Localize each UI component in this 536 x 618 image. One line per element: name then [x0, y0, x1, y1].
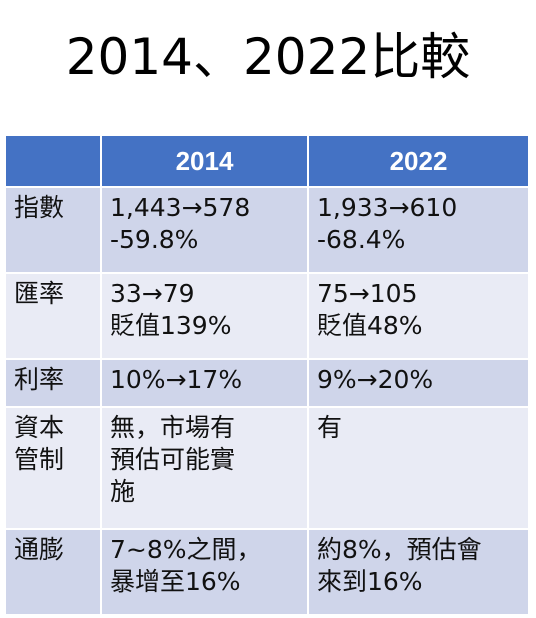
row-label-index: 指數 — [4, 186, 102, 274]
cell-inflation-2022: 約8%，預估會 來到16% — [307, 528, 530, 616]
row-label-capital-control: 資本 管制 — [4, 406, 102, 530]
table-row-inflation: 通膨 7~8%之間， 暴增至16% 約8%，預估會 來到16% — [4, 528, 530, 616]
cell-line: 9%→20% — [317, 365, 434, 394]
cell-capital-control-2022: 有 — [307, 406, 530, 530]
cell-line: 來到16% — [317, 567, 423, 596]
cell-line: 75→105 — [317, 279, 418, 308]
cell-line: 1,933→610 — [317, 193, 458, 222]
cell-line: 1,443→578 — [110, 193, 251, 222]
cell-line: -68.4% — [317, 225, 406, 254]
table-row-exchange-rate: 匯率 33→79 貶值139% 75→105 貶值48% — [4, 272, 530, 360]
cell-index-2014: 1,443→578 -59.8% — [100, 186, 309, 274]
cell-capital-control-2014: 無，市場有 預估可能實 施 — [100, 406, 309, 530]
cell-line: 約8%，預估會 — [317, 535, 482, 564]
table-header-row: 2014 2022 — [4, 134, 530, 188]
cell-line: 預估可能實 — [110, 445, 236, 474]
cell-line: 暴增至16% — [110, 567, 241, 596]
cell-line: 貶值139% — [110, 311, 232, 340]
row-label-interest-rate: 利率 — [4, 358, 102, 408]
cell-interest-rate-2014: 10%→17% — [100, 358, 309, 408]
cell-line: 資本 — [14, 413, 65, 442]
cell-line: 無，市場有 — [110, 413, 236, 442]
cell-exchange-rate-2022: 75→105 貶值48% — [307, 272, 530, 360]
cell-line: 有 — [317, 413, 343, 442]
cell-line: 7~8%之間， — [110, 535, 262, 564]
table-row-capital-control: 資本 管制 無，市場有 預估可能實 施 有 — [4, 406, 530, 530]
row-label-inflation: 通膨 — [4, 528, 102, 616]
cell-line: -59.8% — [110, 225, 199, 254]
cell-line: 33→79 — [110, 279, 195, 308]
cell-exchange-rate-2014: 33→79 貶值139% — [100, 272, 309, 360]
cell-line: 管制 — [14, 445, 65, 474]
cell-line: 施 — [110, 477, 136, 506]
header-2014: 2014 — [100, 134, 309, 188]
header-2022: 2022 — [307, 134, 530, 188]
table-row-interest-rate: 利率 10%→17% 9%→20% — [4, 358, 530, 408]
cell-index-2022: 1,933→610 -68.4% — [307, 186, 530, 274]
cell-line: 10%→17% — [110, 365, 243, 394]
slide-title: 2014、2022比較 — [65, 28, 471, 86]
header-corner-cell — [4, 134, 102, 188]
row-label-exchange-rate: 匯率 — [4, 272, 102, 360]
cell-line: 貶值48% — [317, 311, 423, 340]
cell-interest-rate-2022: 9%→20% — [307, 358, 530, 408]
comparison-table: 2014 2022 指數 1,443→578 -59.8% 1,933→610 … — [4, 134, 530, 616]
table-row-index: 指數 1,443→578 -59.8% 1,933→610 -68.4% — [4, 186, 530, 274]
cell-inflation-2014: 7~8%之間， 暴增至16% — [100, 528, 309, 616]
